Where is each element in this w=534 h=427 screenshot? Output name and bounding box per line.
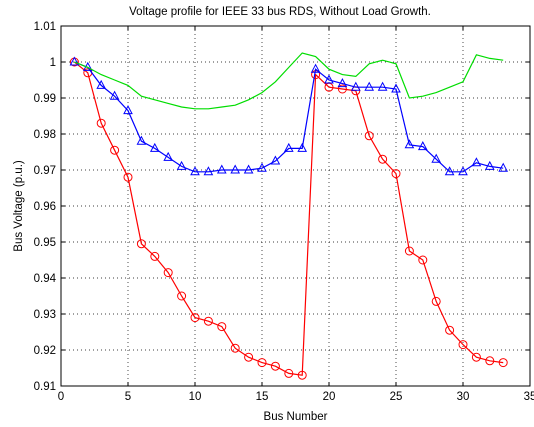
data-point <box>96 118 106 128</box>
data-point <box>378 154 388 164</box>
series-3 <box>74 52 504 110</box>
y-tick-label: 0.93 <box>34 309 56 321</box>
data-point <box>498 358 508 368</box>
data-point <box>270 155 281 165</box>
y-axis-label: Bus Voltage (p.u.) <box>13 160 25 252</box>
series-2 <box>69 56 509 176</box>
data-point <box>485 356 495 366</box>
data-point <box>149 142 160 152</box>
data-point <box>230 164 241 174</box>
plot-area-frame <box>60 25 531 387</box>
data-point <box>377 81 388 91</box>
data-point <box>176 160 187 170</box>
y-tick-label: 0.91 <box>34 381 56 393</box>
y-tick-label: 0.99 <box>34 93 56 105</box>
y-tick-label: 0.95 <box>34 237 56 249</box>
y-tick-label: 1 <box>50 57 56 69</box>
y-tick-label: 1.01 <box>34 21 56 33</box>
data-point <box>217 322 227 332</box>
chart-title: Voltage profile for IEEE 33 bus RDS, Wit… <box>129 6 431 18</box>
data-point <box>150 251 160 261</box>
data-point <box>96 79 107 89</box>
axis-ticks: 0 5 10 15 20 25 30 35 0.91 0.92 0.93 0.94 0.95 0.96 0.… <box>34 21 534 403</box>
data-point <box>391 83 401 93</box>
data-point <box>177 291 187 301</box>
data-point <box>444 166 455 176</box>
data-point <box>69 56 80 66</box>
x-tick-label: 35 <box>524 391 534 403</box>
data-point <box>297 142 308 152</box>
x-tick-label: 15 <box>256 391 269 403</box>
series-line <box>74 52 504 110</box>
data-point <box>203 316 213 326</box>
data-point <box>404 246 414 256</box>
x-tick-label: 30 <box>457 391 470 403</box>
y-tick-label: 0.97 <box>34 165 56 177</box>
data-point <box>404 139 415 149</box>
data-point <box>110 145 120 155</box>
data-point <box>350 81 361 91</box>
data-point <box>458 166 468 176</box>
series-line <box>74 61 504 173</box>
data-point <box>337 84 347 94</box>
data-point <box>136 239 146 249</box>
data-point <box>190 166 200 176</box>
data-point <box>163 151 174 161</box>
x-axis-label: Bus Number <box>264 411 328 423</box>
data-point <box>123 105 133 115</box>
data-point <box>244 352 254 362</box>
data-point <box>364 81 375 91</box>
y-tick-label: 0.98 <box>34 129 56 141</box>
data-point <box>216 164 227 174</box>
data-point <box>243 164 254 174</box>
data-point <box>324 74 334 84</box>
data-point <box>458 340 468 350</box>
data-point <box>498 162 509 172</box>
data-point <box>431 296 441 306</box>
data-point <box>431 153 442 163</box>
series-line <box>74 61 504 376</box>
data-point <box>445 325 455 335</box>
data-point <box>484 160 495 170</box>
x-tick-label: 10 <box>189 391 202 403</box>
data-point <box>310 63 321 73</box>
series-1 <box>69 57 508 380</box>
x-tick-label: 5 <box>125 391 131 403</box>
data-point <box>109 90 120 100</box>
data-point <box>203 166 214 176</box>
data-point <box>190 313 200 323</box>
y-tick-label: 0.92 <box>34 345 56 357</box>
x-tick-label: 0 <box>58 391 64 403</box>
data-point <box>391 169 401 179</box>
data-point <box>270 361 280 371</box>
x-tick-label: 20 <box>323 391 336 403</box>
data-point <box>230 343 240 353</box>
data-point <box>297 370 307 380</box>
series-group <box>69 52 509 380</box>
data-point <box>136 135 147 145</box>
data-point <box>257 358 267 368</box>
data-point <box>123 172 133 182</box>
x-tick-label: 25 <box>390 391 403 403</box>
grid <box>61 26 530 386</box>
data-point <box>471 352 481 362</box>
data-point <box>337 78 348 88</box>
data-point <box>364 131 374 141</box>
data-point <box>163 268 173 278</box>
data-point <box>471 157 482 167</box>
data-point <box>283 142 294 152</box>
data-point <box>257 162 267 172</box>
y-tick-label: 0.94 <box>34 273 57 285</box>
data-point <box>284 368 294 378</box>
data-point <box>418 255 428 265</box>
data-point <box>417 141 428 151</box>
y-tick-label: 0.96 <box>34 201 56 213</box>
